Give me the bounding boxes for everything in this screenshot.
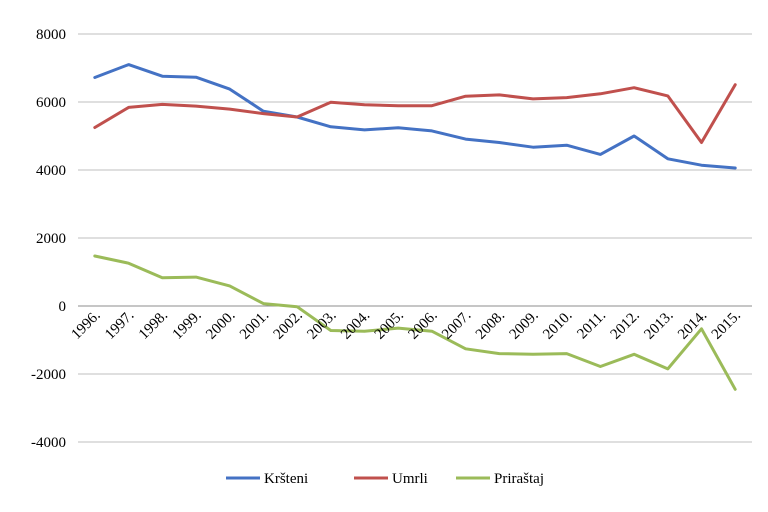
x-tick-label: 2009. — [507, 308, 542, 343]
x-tick-label: 2002. — [271, 308, 306, 343]
x-tick-label: 1997. — [102, 308, 137, 343]
x-tick-label: 2011. — [574, 308, 609, 343]
x-tick-label: 2000. — [203, 308, 238, 343]
x-tick-label: 2007. — [439, 308, 474, 343]
x-tick-label: 2003. — [304, 308, 339, 343]
legend: Kršteni Umrli Priraštaj — [226, 471, 544, 487]
gridlines — [78, 33, 752, 443]
x-tick-label: 2012. — [608, 308, 643, 343]
series-line-umrli — [93, 83, 737, 144]
x-tick-label: 2008. — [473, 308, 508, 343]
legend-label: Umrli — [392, 471, 428, 487]
legend-item-kršteni: Kršteni — [226, 471, 308, 487]
x-tick-label: 1999. — [170, 308, 205, 343]
x-tick-label: 2001. — [237, 308, 272, 343]
x-tick-label: 1996. — [68, 308, 103, 343]
x-axis-tick-labels: 1996.1997.1998.1999.2000.2001.2002.2003.… — [68, 308, 743, 343]
y-tick-label: -2000 — [31, 367, 66, 383]
legend-item-priraštaj: Priraštaj — [456, 471, 544, 487]
series-line-kršteni — [93, 63, 737, 170]
y-tick-label: 0 — [59, 299, 67, 315]
y-tick-label: 6000 — [36, 95, 66, 111]
x-tick-label: 2004. — [338, 308, 373, 343]
x-tick-label: 2005. — [372, 308, 407, 343]
x-tick-label: 1998. — [136, 308, 171, 343]
x-tick-label: 2013. — [641, 308, 676, 343]
legend-label: Kršteni — [264, 471, 308, 487]
y-axis-tick-labels: 8000 6000 4000 2000 0 -2000 -4000 — [31, 27, 66, 451]
x-tick-label: 2006. — [405, 308, 440, 343]
y-tick-label: 4000 — [36, 163, 66, 179]
legend-item-umrli: Umrli — [354, 471, 428, 487]
x-tick-label: 2015. — [709, 308, 744, 343]
series-lines — [93, 63, 737, 391]
y-tick-label: -4000 — [31, 435, 66, 451]
x-tick-label: 2010. — [540, 308, 575, 343]
legend-label: Priraštaj — [494, 471, 544, 487]
series-line-priraštaj — [93, 254, 737, 391]
y-tick-label: 2000 — [36, 231, 66, 247]
y-tick-label: 8000 — [36, 27, 66, 43]
